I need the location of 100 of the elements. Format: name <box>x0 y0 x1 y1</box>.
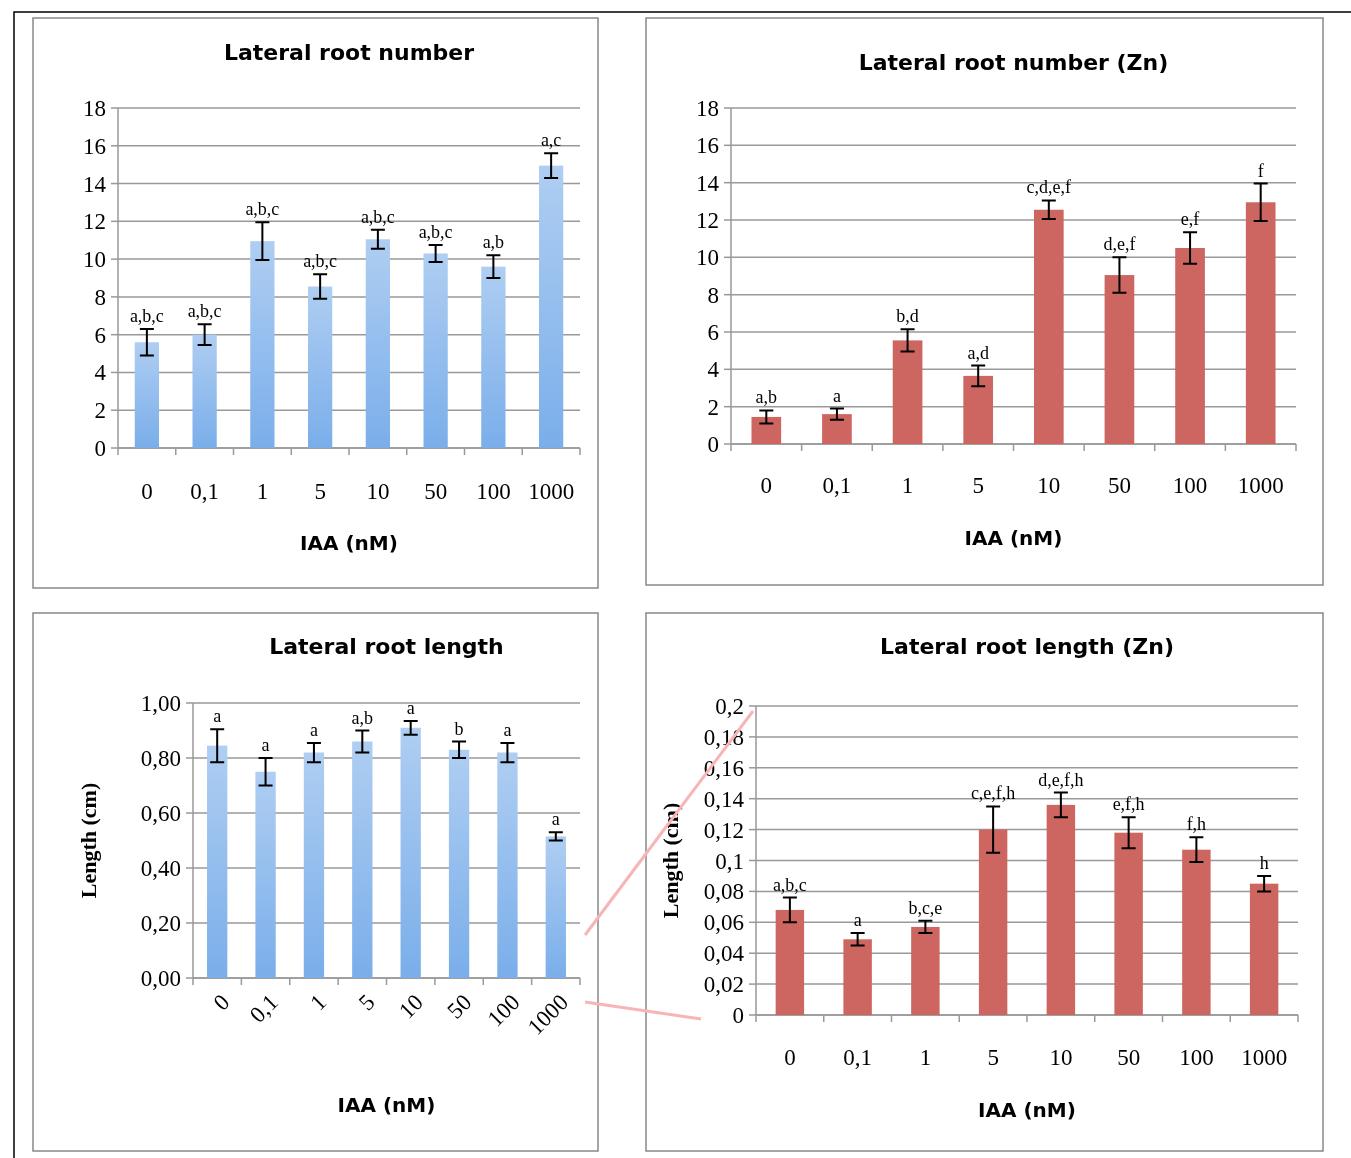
y-tick-label: 0,14 <box>703 786 745 812</box>
annotation: a,b,c <box>303 251 338 272</box>
annotation: e,f <box>1180 209 1200 230</box>
y-tick-label: 2 <box>707 394 719 420</box>
x-axis-title: IAA (nM) <box>337 1093 436 1117</box>
annotation: a <box>551 809 560 830</box>
annotation: a,d <box>967 342 989 363</box>
chart-title: Lateral root number (Zn) <box>858 50 1169 75</box>
x-tick-label: 0,1 <box>190 479 219 505</box>
x-tick-label: 0,1 <box>822 473 852 499</box>
bar <box>423 253 448 448</box>
x-tick-label: 5 <box>314 479 326 505</box>
bar <box>978 829 1008 1015</box>
bar <box>303 752 325 978</box>
y-tick-label: 10 <box>696 245 719 271</box>
annotation: a <box>853 910 862 931</box>
y-tick-label: 0,40 <box>140 856 181 882</box>
annotation: c,d,e,f <box>1026 177 1072 198</box>
y-axis-title: Length (cm) <box>75 782 101 899</box>
x-tick-label: 50 <box>424 479 448 505</box>
chart-title: Lateral root length <box>269 634 504 659</box>
y-tick-label: 0,20 <box>140 911 181 937</box>
bar <box>250 241 275 448</box>
annotation: f <box>1257 160 1264 181</box>
x-tick-label: 0 <box>208 989 235 1016</box>
x-tick-label: 10 <box>393 989 428 1024</box>
x-tick-label: 0 <box>784 1045 796 1071</box>
x-tick-label: 1 <box>901 473 914 499</box>
y-tick-label: 0,02 <box>703 972 744 998</box>
x-axis-title: IAA (nM) <box>964 526 1063 550</box>
x-axis-title: IAA (nM) <box>978 1098 1076 1122</box>
annotation: c,e,f,h <box>970 783 1016 804</box>
y-tick-label: 0,08 <box>703 879 744 905</box>
bar <box>1033 209 1064 444</box>
bar <box>134 342 159 448</box>
annotation: h <box>1259 852 1269 873</box>
bar <box>539 165 564 448</box>
bar <box>1245 202 1276 444</box>
y-tick-label: 14 <box>696 170 720 196</box>
annotation: a <box>309 719 318 740</box>
bar <box>192 334 217 448</box>
annotation: a,b,c <box>129 306 164 326</box>
y-tick-label: 0,60 <box>140 801 181 827</box>
y-tick-label: 18 <box>696 96 719 122</box>
y-tick-label: 0,80 <box>140 746 181 772</box>
x-tick-label: 50 <box>1117 1045 1141 1071</box>
x-tick-label: 5 <box>972 473 984 499</box>
x-tick-label: 10 <box>1049 1045 1073 1071</box>
y-tick-label: 1,00 <box>140 691 181 717</box>
annotation: a <box>406 697 415 718</box>
y-tick-label: 0,06 <box>703 910 744 936</box>
x-tick-label: 1 <box>305 989 332 1016</box>
annotation: d,e,f <box>1103 234 1136 255</box>
y-tick-label: 0,1 <box>715 848 744 874</box>
x-tick-label: 10 <box>1037 473 1061 499</box>
bar <box>1114 832 1143 1015</box>
y-tick-label: 8 <box>707 282 719 308</box>
y-tick-label: 0,00 <box>140 966 181 992</box>
bar <box>352 741 373 978</box>
x-tick-label: 100 <box>476 479 511 505</box>
bar <box>497 752 518 978</box>
annotation: a,b <box>482 232 505 253</box>
bar <box>308 286 333 448</box>
x-tick-label: 100 <box>1172 473 1208 499</box>
x-tick-label: 1000 <box>1241 1045 1288 1071</box>
y-tick-label: 18 <box>83 96 106 122</box>
annotation: d,e,f,h <box>1038 769 1084 790</box>
y-tick-label: 0 <box>94 436 106 462</box>
bar <box>1182 849 1211 1015</box>
bar <box>822 414 852 444</box>
y-tick-label: 0,2 <box>715 694 744 720</box>
x-tick-label: 50 <box>442 989 477 1024</box>
annotation: a,b,c <box>360 206 395 227</box>
annotation: a,b <box>351 707 374 728</box>
x-tick-label: 5 <box>353 989 380 1016</box>
annotation: a,b,c <box>772 874 807 895</box>
bar <box>1175 248 1205 444</box>
bar <box>892 340 923 444</box>
bar <box>963 375 994 444</box>
y-tick-label: 12 <box>696 208 719 234</box>
y-tick-label: 10 <box>83 247 106 273</box>
bar <box>1104 275 1135 444</box>
bar <box>400 727 421 978</box>
y-tick-label: 16 <box>83 133 106 159</box>
bar <box>448 749 470 978</box>
y-tick-label: 6 <box>707 320 719 346</box>
annotation: b <box>454 718 464 739</box>
bar <box>1249 883 1279 1015</box>
y-tick-label: 2 <box>94 398 106 424</box>
annotation: a <box>832 385 841 406</box>
annotation: b,d <box>896 306 919 327</box>
annotation: a,c <box>540 130 562 151</box>
y-tick-label: 14 <box>83 171 107 197</box>
x-tick-label: 0,1 <box>244 989 283 1028</box>
bar <box>751 416 782 444</box>
bar <box>481 266 506 448</box>
annotation: a,b,c <box>245 199 280 220</box>
x-tick-label: 1000 <box>1237 473 1284 499</box>
y-tick-label: 4 <box>94 360 107 386</box>
x-tick-label: 1000 <box>528 479 575 505</box>
